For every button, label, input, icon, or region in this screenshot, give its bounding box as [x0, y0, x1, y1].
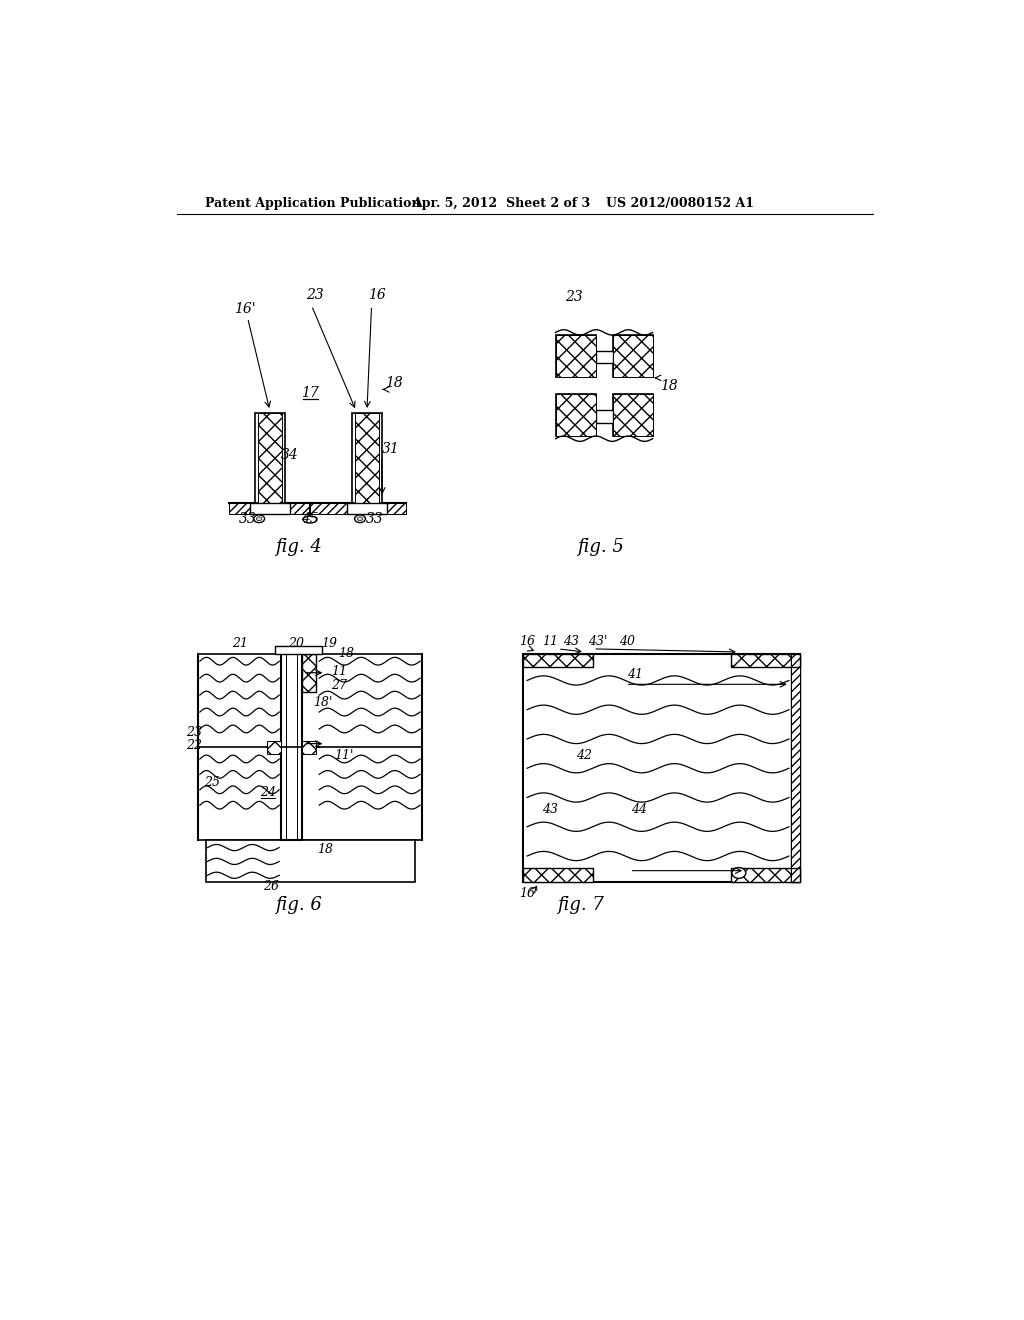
Text: 23: 23 — [186, 726, 202, 739]
Text: 19: 19 — [322, 638, 338, 649]
Text: 34: 34 — [281, 447, 298, 462]
Bar — [281, 647, 302, 840]
Bar — [255, 413, 285, 503]
Bar — [596, 411, 612, 422]
Text: 20: 20 — [289, 638, 304, 649]
Text: 18: 18 — [339, 647, 354, 660]
Text: 17: 17 — [301, 387, 318, 400]
Bar — [523, 653, 593, 668]
Text: US 2012/0080152 A1: US 2012/0080152 A1 — [606, 197, 755, 210]
Text: 18: 18 — [660, 379, 678, 392]
Bar — [347, 503, 387, 515]
Bar — [523, 653, 593, 668]
Bar — [302, 653, 316, 692]
Ellipse shape — [354, 515, 366, 523]
Text: 24: 24 — [260, 785, 275, 799]
Bar — [612, 395, 652, 437]
Bar — [612, 335, 652, 378]
Bar — [612, 335, 652, 378]
Text: fig. 7: fig. 7 — [558, 896, 604, 915]
Text: 11: 11 — [543, 635, 558, 648]
Bar — [258, 413, 283, 503]
Text: 25: 25 — [205, 776, 220, 788]
Text: 11': 11' — [335, 748, 354, 762]
Bar — [792, 653, 801, 882]
Text: Apr. 5, 2012: Apr. 5, 2012 — [412, 197, 497, 210]
Text: 23: 23 — [306, 289, 324, 302]
Text: 33: 33 — [239, 512, 256, 525]
Ellipse shape — [256, 517, 262, 520]
Bar — [229, 503, 407, 515]
Text: 16: 16 — [368, 289, 385, 302]
Text: 22: 22 — [186, 739, 202, 751]
Bar — [352, 413, 382, 503]
Text: 26: 26 — [263, 879, 279, 892]
Text: 16': 16' — [518, 887, 538, 900]
Text: fig. 6: fig. 6 — [275, 896, 322, 915]
Bar — [731, 869, 801, 882]
Text: 16: 16 — [518, 635, 535, 648]
Text: 41: 41 — [628, 668, 643, 681]
Text: 43': 43' — [588, 635, 607, 648]
Bar — [523, 869, 593, 882]
Text: Patent Application Publication: Patent Application Publication — [205, 197, 421, 210]
Bar — [274, 645, 323, 653]
Bar — [731, 653, 801, 668]
Bar — [556, 395, 596, 437]
Text: 44: 44 — [631, 803, 647, 816]
Text: 23: 23 — [565, 290, 583, 304]
Bar — [792, 653, 801, 882]
Bar — [302, 742, 316, 754]
Ellipse shape — [732, 867, 745, 878]
Bar — [612, 395, 652, 437]
Bar — [556, 335, 596, 378]
Ellipse shape — [357, 517, 362, 520]
Bar — [250, 503, 290, 515]
Text: 27: 27 — [331, 680, 347, 693]
Text: 45: 45 — [301, 512, 318, 525]
Text: 21: 21 — [232, 638, 248, 649]
Text: 42: 42 — [575, 748, 592, 762]
Bar — [354, 413, 379, 503]
Bar — [523, 653, 801, 882]
Bar — [267, 742, 281, 754]
Bar — [731, 653, 801, 668]
Text: 43: 43 — [543, 803, 558, 816]
Bar — [206, 840, 416, 882]
Text: 16': 16' — [234, 301, 256, 315]
Text: 31: 31 — [382, 442, 399, 455]
Text: 18': 18' — [313, 696, 333, 709]
Bar — [302, 653, 316, 692]
Bar — [731, 869, 801, 882]
Text: 18: 18 — [385, 376, 402, 391]
Text: 43: 43 — [563, 635, 580, 648]
Ellipse shape — [303, 516, 316, 523]
Bar — [596, 351, 612, 363]
Bar — [556, 335, 596, 378]
Text: 11: 11 — [331, 665, 347, 678]
Bar — [523, 869, 593, 882]
Text: 40: 40 — [620, 635, 636, 648]
Text: fig. 4: fig. 4 — [275, 539, 322, 556]
Ellipse shape — [254, 515, 264, 523]
Bar — [556, 395, 596, 437]
Text: 18: 18 — [316, 842, 333, 855]
Text: 33: 33 — [366, 512, 384, 525]
Text: fig. 5: fig. 5 — [577, 539, 624, 556]
Text: Sheet 2 of 3: Sheet 2 of 3 — [506, 197, 590, 210]
